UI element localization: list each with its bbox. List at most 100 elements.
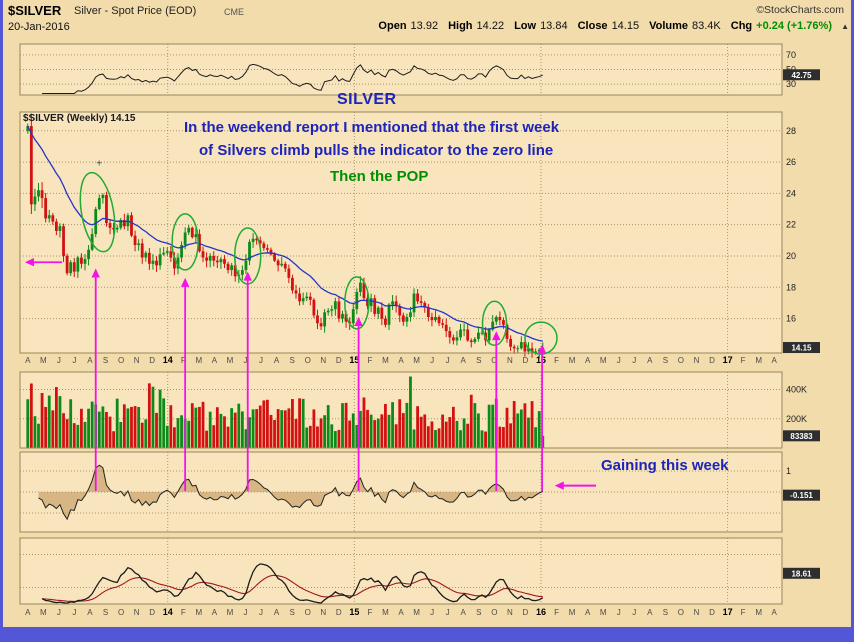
svg-text:J: J xyxy=(57,356,61,365)
candle-body xyxy=(416,293,420,302)
candle-body xyxy=(369,298,373,307)
svg-text:18.61: 18.61 xyxy=(791,569,812,578)
volume-bar xyxy=(491,404,495,448)
svg-text:N: N xyxy=(507,356,513,365)
candle-body xyxy=(69,262,73,274)
candle-body xyxy=(37,190,40,197)
candle-body xyxy=(308,296,312,300)
volume-bar xyxy=(437,428,441,448)
volume-bar xyxy=(251,409,255,448)
svg-text:M: M xyxy=(196,608,203,617)
svg-text:J: J xyxy=(72,608,76,617)
volume-bar xyxy=(273,419,276,448)
svg-text:A: A xyxy=(87,608,93,617)
volume-bar xyxy=(358,410,362,448)
candle-body xyxy=(423,302,427,308)
candle-body xyxy=(108,223,112,228)
candle-body xyxy=(337,301,341,319)
value-label-box xyxy=(783,567,820,579)
volume-bar xyxy=(115,398,119,448)
candle-body xyxy=(455,337,459,341)
svg-text:A: A xyxy=(461,356,467,365)
svg-text:S: S xyxy=(289,356,294,365)
svg-text:O: O xyxy=(118,356,124,365)
volume-bar xyxy=(484,431,487,448)
volume-bar xyxy=(258,405,262,448)
quote-close-value: 14.15 xyxy=(611,20,640,32)
signal-line xyxy=(42,574,543,602)
svg-text:14: 14 xyxy=(163,607,173,617)
candle-body xyxy=(283,263,287,269)
candle-body xyxy=(459,329,462,338)
candle-body xyxy=(90,234,94,250)
svg-text:A: A xyxy=(274,608,280,617)
volume-bar xyxy=(140,422,144,448)
volume-bar xyxy=(29,383,33,448)
candle-body xyxy=(190,227,194,238)
candle-body xyxy=(40,190,44,199)
candle-body xyxy=(54,221,58,231)
window-border-right xyxy=(851,0,854,642)
svg-text:N: N xyxy=(320,608,326,617)
svg-text:D: D xyxy=(336,356,342,365)
candle-body xyxy=(155,260,158,266)
svg-text:M: M xyxy=(227,608,234,617)
svg-text:M: M xyxy=(40,356,47,365)
svg-text:J: J xyxy=(632,356,636,365)
quote-chg-label: Chg xyxy=(730,20,753,32)
candle-body xyxy=(391,301,394,305)
svg-text:M: M xyxy=(413,356,420,365)
candle-body xyxy=(523,342,527,352)
svg-text:N: N xyxy=(134,356,140,365)
volume-bar xyxy=(147,383,151,448)
svg-text:M: M xyxy=(40,608,47,617)
annotation-up-arrowhead xyxy=(180,277,190,287)
svg-text:M: M xyxy=(382,356,389,365)
volume-bar xyxy=(83,421,87,448)
volume-bar xyxy=(165,425,169,448)
volume-bar xyxy=(240,411,244,448)
candle-body xyxy=(448,331,452,338)
candle-body xyxy=(187,227,191,233)
volume-bar xyxy=(122,404,126,448)
volume-bar xyxy=(419,416,423,448)
volume-bar xyxy=(215,407,219,448)
volume-bar xyxy=(101,406,105,448)
annotation-left-arrowhead xyxy=(25,258,34,267)
svg-text:F: F xyxy=(181,608,186,617)
volume-bar xyxy=(509,423,513,448)
svg-text:A: A xyxy=(585,608,591,617)
candle-body xyxy=(133,235,137,246)
volume-bar xyxy=(405,402,409,448)
volume-bar xyxy=(384,403,387,448)
candle-body xyxy=(87,249,90,260)
candle-body xyxy=(29,126,33,205)
candle-body xyxy=(294,290,298,294)
volume-bar xyxy=(387,414,391,448)
volume-bar xyxy=(351,413,355,448)
volume-bar xyxy=(176,418,180,448)
annotation-up-arrowhead xyxy=(243,271,252,281)
candle-body xyxy=(462,329,466,331)
volume-bar xyxy=(537,411,541,448)
svg-text:S: S xyxy=(103,608,108,617)
collapse-header-icon[interactable]: ▲ xyxy=(841,22,849,31)
svg-text:-0.151: -0.151 xyxy=(790,491,813,500)
volume-bar xyxy=(459,430,462,448)
candle-body xyxy=(201,251,205,258)
svg-text:M: M xyxy=(227,356,234,365)
volume-bar xyxy=(369,414,373,448)
svg-text:200K: 200K xyxy=(786,414,807,424)
volume-bar xyxy=(308,425,312,448)
candle-body xyxy=(341,313,344,319)
svg-text:15: 15 xyxy=(349,607,359,617)
annotation-overlay: + xyxy=(25,159,596,491)
volume-bar xyxy=(409,376,412,448)
svg-text:24: 24 xyxy=(786,188,796,198)
candle-body xyxy=(101,194,105,199)
price-candles xyxy=(26,113,545,359)
candle-body xyxy=(505,324,509,339)
candle-body xyxy=(180,245,183,258)
svg-text:42.75: 42.75 xyxy=(791,71,812,80)
volume-bar xyxy=(262,400,266,448)
